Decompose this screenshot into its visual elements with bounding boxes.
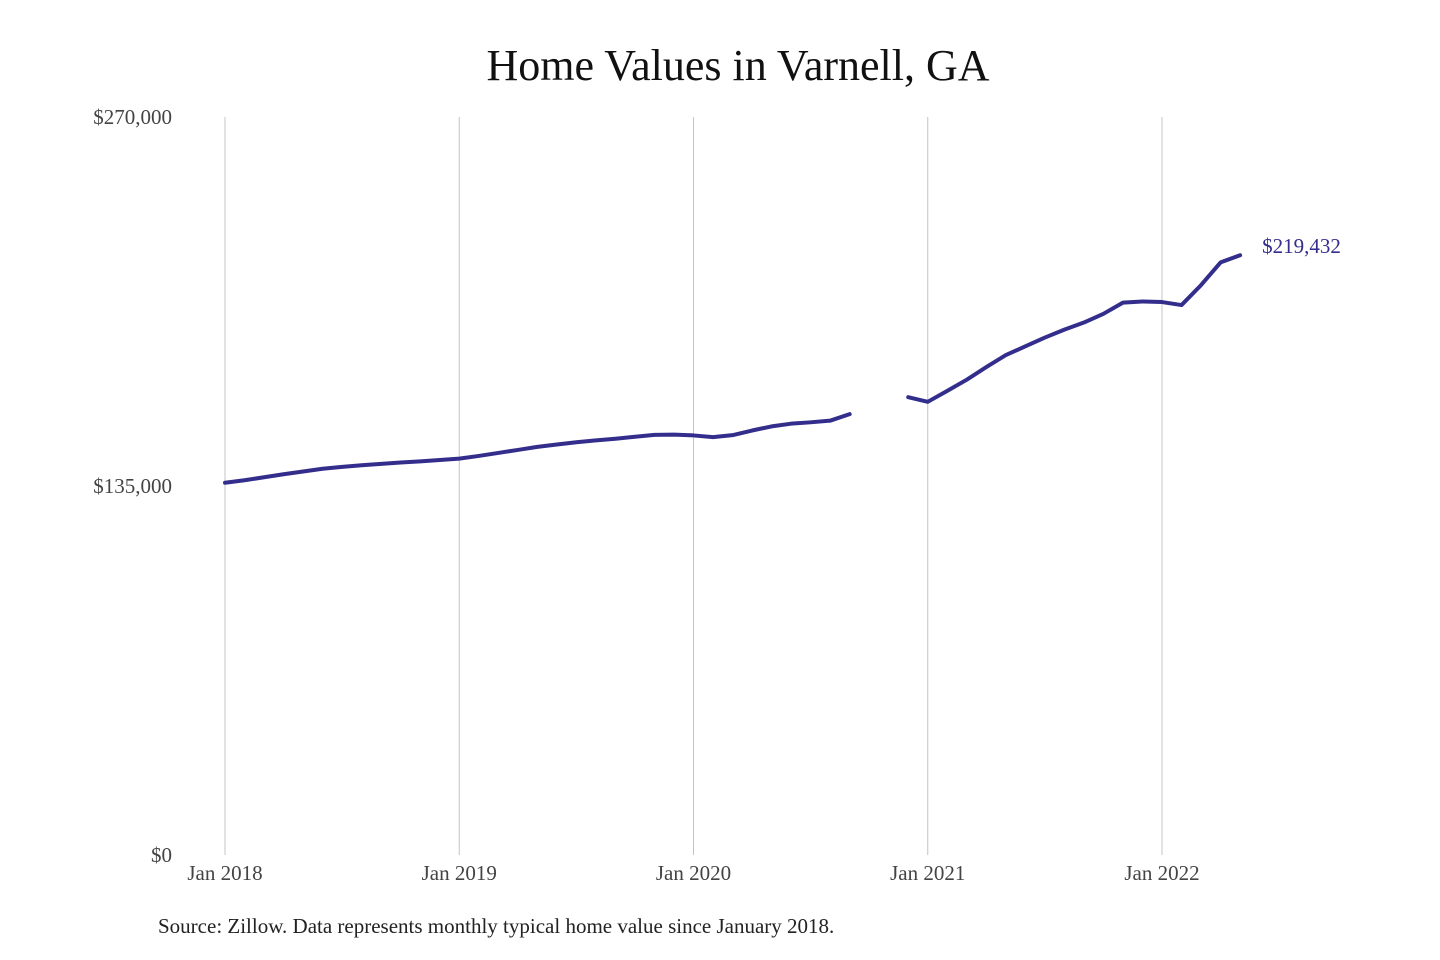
series-line-segment [906, 253, 1243, 404]
series-home-value [223, 253, 1243, 485]
y-tick-label: $0 [151, 843, 172, 867]
x-tick-label: Jan 2021 [890, 861, 965, 885]
x-tick-label: Jan 2020 [656, 861, 731, 885]
chart-title: Home Values in Varnell, GA [486, 41, 990, 90]
y-axis-ticks: $0 $135,000 $270,000 [93, 105, 172, 867]
source-note: Source: Zillow. Data represents monthly … [158, 914, 835, 938]
series-line-segment [223, 412, 852, 485]
y-tick-label: $270,000 [93, 105, 172, 129]
x-tick-label: Jan 2022 [1124, 861, 1199, 885]
x-axis-ticks: Jan 2018 Jan 2019 Jan 2020 Jan 2021 Jan 2022 [187, 861, 1199, 885]
end-value-label-group: $219,432 [1262, 234, 1341, 258]
x-tick-label: Jan 2019 [422, 861, 497, 885]
gridlines [224, 117, 1163, 855]
end-value-label: $219,432 [1262, 234, 1341, 258]
y-tick-label: $135,000 [93, 474, 172, 498]
x-tick-label: Jan 2018 [187, 861, 262, 885]
